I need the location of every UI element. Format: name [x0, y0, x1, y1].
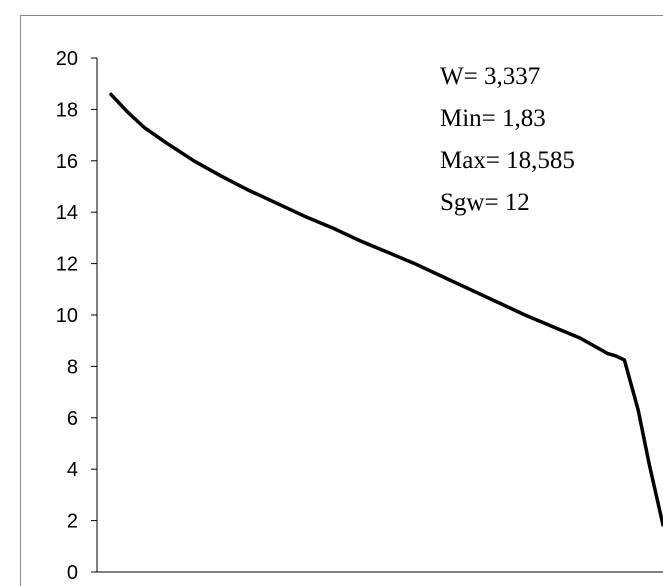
stat-annotation-line: W= 3,337: [440, 63, 540, 90]
y-tick-label: 20: [56, 48, 78, 70]
statistics-annotation: W= 3,337 Min= 1,83 Max= 18,585 Sgw= 12: [440, 63, 575, 216]
y-tick-label: 18: [56, 99, 78, 121]
y-tick-label: 2: [67, 511, 78, 533]
y-tick-label: 4: [67, 459, 78, 481]
y-tick-label: 12: [56, 254, 78, 276]
stat-annotation-line: Max= 18,585: [440, 147, 575, 174]
series-line-0: [109, 92, 663, 527]
y-axis: 0 2 4 6 8 10 12 14 16 18 20: [56, 48, 663, 584]
y-tick-label: 8: [67, 356, 78, 378]
series-layer: [109, 92, 663, 527]
stat-annotation-line: Min= 1,83: [440, 105, 546, 132]
y-tick-label: 10: [56, 305, 78, 327]
y-tick-label: 16: [56, 151, 78, 173]
y-tick-label: 0: [67, 562, 78, 584]
stat-annotation-line: Sgw= 12: [440, 189, 530, 216]
y-tick-label: 6: [67, 408, 78, 430]
y-tick-label: 14: [56, 202, 78, 224]
